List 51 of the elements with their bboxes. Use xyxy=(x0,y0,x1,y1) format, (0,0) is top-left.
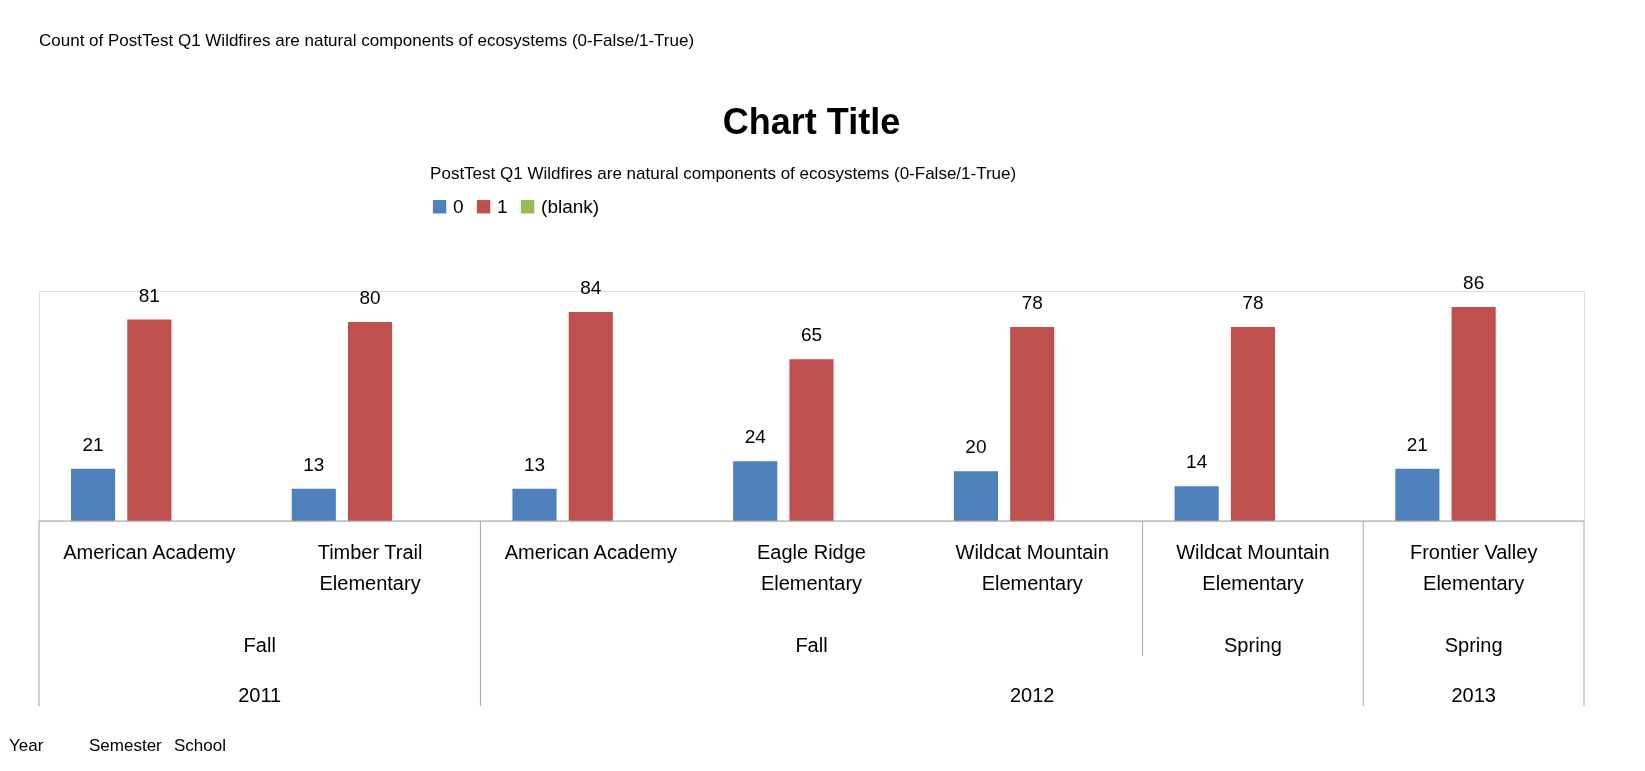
chart-title: Chart Title xyxy=(722,101,901,142)
text: Year xyxy=(9,736,44,755)
legend-label: 1 xyxy=(497,195,508,217)
text: Spring xyxy=(1444,634,1503,656)
data-label: 20 xyxy=(965,436,987,458)
data-label: 78 xyxy=(1242,292,1264,313)
x-tick-label: American Academy xyxy=(504,541,677,563)
legend-label: 0 xyxy=(453,195,464,217)
bar xyxy=(71,468,116,521)
text: 2011 xyxy=(238,684,282,706)
data-label: 14 xyxy=(1186,451,1208,473)
bar xyxy=(512,488,557,521)
legend-label: (blank) xyxy=(541,195,600,217)
data-label: 13 xyxy=(523,453,546,475)
bar xyxy=(1395,468,1440,521)
text: 2012 xyxy=(1009,684,1055,706)
bar xyxy=(568,312,613,521)
text: Spring xyxy=(1224,634,1282,656)
legend-title: PostTest Q1 Wildfires are natural components of ecosystems (0-False/1-True) xyxy=(430,164,1017,183)
x-tick-label: Timber Trail Elementary xyxy=(317,541,423,594)
x-tick-label: Frontier Valley Elementary xyxy=(1409,541,1538,594)
x-tick-label: Wildcat Mountain Elementary xyxy=(955,541,1109,594)
x-tick-label: Eagle Ridge Elementary xyxy=(757,541,866,594)
text: Count of PostTest Q1 Wildfires are natural components of ecosystems (0-False/1-True) xyxy=(39,31,695,50)
text: School xyxy=(174,736,226,755)
bar xyxy=(789,359,834,521)
text: Fall xyxy=(243,634,276,656)
x-tick-label: Wildcat Mountain Elementary xyxy=(1176,541,1330,594)
bar xyxy=(1451,307,1496,521)
data-label: 86 xyxy=(1463,272,1485,294)
text: 2013 xyxy=(1451,684,1496,706)
data-label: 21 xyxy=(82,433,104,455)
bar xyxy=(953,471,998,521)
data-label: 84 xyxy=(580,277,602,299)
data-label: 80 xyxy=(359,287,381,309)
bar xyxy=(1010,327,1055,521)
bar xyxy=(1230,327,1275,521)
data-label: 65 xyxy=(800,324,823,346)
bar xyxy=(127,319,172,521)
text: Fall xyxy=(795,634,828,656)
bar xyxy=(348,322,393,521)
data-label: 81 xyxy=(138,284,160,306)
x-tick-label: American Academy xyxy=(63,541,236,563)
data-label: 21 xyxy=(1406,433,1428,455)
bar xyxy=(733,461,778,521)
text: Semester xyxy=(89,736,163,755)
data-label: 13 xyxy=(303,453,325,475)
data-label: 78 xyxy=(1021,292,1043,313)
bar xyxy=(291,488,336,521)
bar xyxy=(1174,486,1219,521)
data-label: 24 xyxy=(744,426,767,448)
